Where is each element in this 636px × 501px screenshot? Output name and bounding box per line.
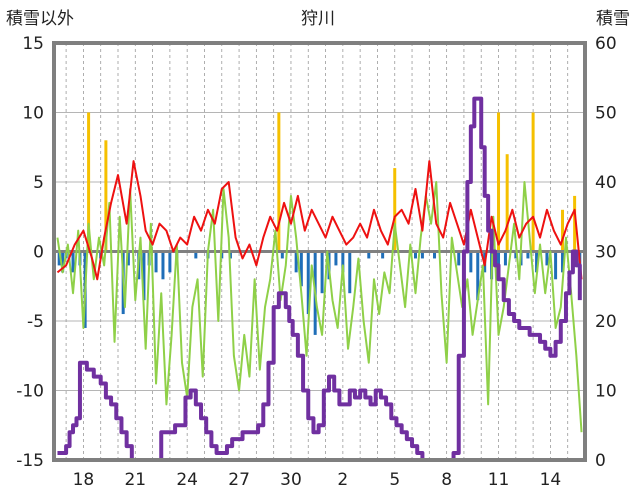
x-tick-label: 2 [337,470,348,490]
x-tick-label: 11 [488,470,510,490]
bar [497,112,501,252]
bar [381,251,385,259]
bar [71,251,75,273]
bar [545,251,549,266]
bar [503,251,507,266]
x-tick-label: 14 [540,470,562,490]
bar [554,251,558,280]
bar [194,251,198,259]
right-tick-label: 10 [595,382,617,402]
bar [393,168,397,252]
bar [531,112,535,252]
bar [505,154,509,252]
bar [168,251,172,273]
bar [61,251,65,273]
bar [277,112,281,252]
bar [561,251,565,273]
bar [299,251,303,287]
bar [320,251,324,294]
right-tick-label: 60 [595,34,617,54]
bar [561,209,565,252]
x-axis-ticks: 18 21 24 27 30 2 5 8 11 14 [73,470,562,490]
left-tick-label: -5 [27,312,44,332]
x-tick-label: 24 [176,470,198,490]
x-tick-label: 18 [73,470,95,490]
bar [348,251,352,294]
green-series-line [56,181,583,433]
right-tick-label: 40 [595,173,617,193]
left-tick-label: -15 [16,451,44,471]
x-tick-label: 27 [228,470,250,490]
x-tick-label: 8 [441,470,452,490]
bar [294,251,298,273]
bar [87,112,91,252]
left-tick-label: -10 [16,382,44,402]
x-tick-label: 5 [389,470,400,490]
left-axis-ticks: 15 10 5 0 -5 -10 -15 [16,34,44,471]
chart-title: 狩川 [301,9,335,29]
left-tick-label: 0 [33,243,44,263]
x-tick-label: 30 [280,470,302,490]
plot-frame [52,41,587,462]
bar [306,251,310,315]
bar [104,140,108,252]
bar [476,251,480,301]
left-tick-label: 15 [22,34,44,54]
bar [457,251,461,266]
right-tick-label: 50 [595,104,617,124]
left-axis-title: 積雪以外 [6,9,74,29]
right-tick-label: 30 [595,243,617,263]
bar [497,251,501,273]
bar [126,251,130,266]
right-axis-title: 積雪 [596,9,630,29]
bar [514,251,518,259]
bar [161,251,165,280]
bar [334,251,338,266]
left-tick-label: 5 [33,173,44,193]
red-series-line [56,160,583,281]
bar [341,251,345,273]
bar [142,251,146,301]
bar [57,251,61,266]
left-tick-label: 10 [22,104,44,124]
bar [280,251,284,259]
bar [535,251,539,273]
bar [469,251,473,273]
bar [433,251,437,259]
bar [526,251,530,259]
x-tick-label: 21 [124,470,146,490]
bar [154,251,158,273]
bar [573,195,577,252]
bar [420,251,424,259]
bar [413,251,417,259]
bar [367,251,371,259]
right-axis-ticks: 60 50 40 30 20 10 0 [595,34,617,471]
right-tick-label: 20 [595,312,617,332]
right-tick-label: 0 [595,451,606,471]
